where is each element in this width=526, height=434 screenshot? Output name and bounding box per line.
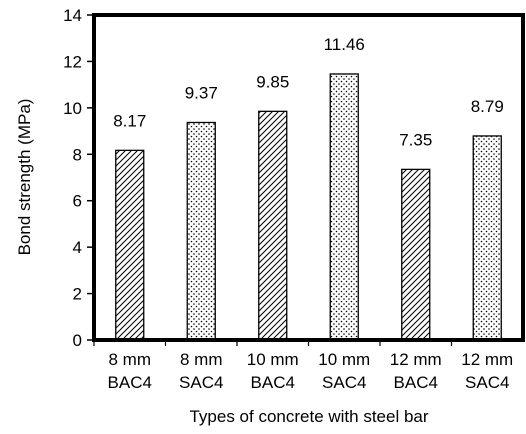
bar-value-label: 8.17 [113, 111, 146, 130]
x-category-label-line1: 10 mm [318, 350, 370, 369]
x-category-label-line1: 8 mm [109, 350, 152, 369]
y-tick-label: 10 [63, 99, 82, 118]
y-tick-label: 2 [73, 285, 82, 304]
bar-12-mm-bac4 [401, 168, 431, 341]
x-category-label-line1: 12 mm [390, 350, 442, 369]
x-axis-title: Types of concrete with steel bar [189, 407, 428, 426]
bar-10-mm-sac4 [329, 73, 359, 341]
y-tick-label: 4 [73, 238, 82, 257]
bar-value-label: 9.85 [256, 72, 289, 91]
bar-10-mm-bac4 [258, 110, 288, 341]
bar-value-label: 7.35 [399, 130, 432, 149]
x-axis: 8 mm BAC4 8 mm SAC4 10 mm BAC4 10 mm SAC4 12 mm B… [93, 340, 513, 392]
bar-value-label: 11.46 [324, 35, 365, 54]
value-labels: 8.17 9.37 9.85 11.46 7.35 8.79 [113, 35, 504, 149]
y-axis: 0 2 4 6 8 10 12 14 [63, 6, 94, 350]
plot-area [92, 13, 525, 342]
bar-8-mm-sac4 [186, 121, 216, 341]
bar-12-mm-sac4 [472, 135, 502, 341]
y-axis-title: Bond strength (MPa) [15, 99, 34, 256]
x-category-label-line2: BAC4 [394, 373, 438, 392]
x-category-label-line2: SAC4 [322, 373, 366, 392]
x-category-label-line2: SAC4 [179, 373, 223, 392]
x-category-label-line1: 8 mm [180, 350, 223, 369]
bars [115, 73, 502, 341]
bar-value-label: 8.79 [471, 97, 504, 116]
y-tick-label: 6 [73, 192, 82, 211]
y-tick-label: 8 [73, 145, 82, 164]
y-tick-label: 12 [63, 52, 82, 71]
plot-frame [92, 13, 525, 342]
x-category-label-line2: BAC4 [108, 373, 152, 392]
bar-8-mm-bac4 [115, 149, 145, 341]
y-tick-label: 0 [73, 331, 82, 350]
x-category-label-line1: 12 mm [461, 350, 513, 369]
x-category-label-line2: BAC4 [251, 373, 295, 392]
x-category-label-line1: 10 mm [247, 350, 299, 369]
bar-value-label: 9.37 [185, 83, 218, 102]
y-tick-label: 14 [63, 6, 82, 25]
x-category-label-line2: SAC4 [465, 373, 509, 392]
